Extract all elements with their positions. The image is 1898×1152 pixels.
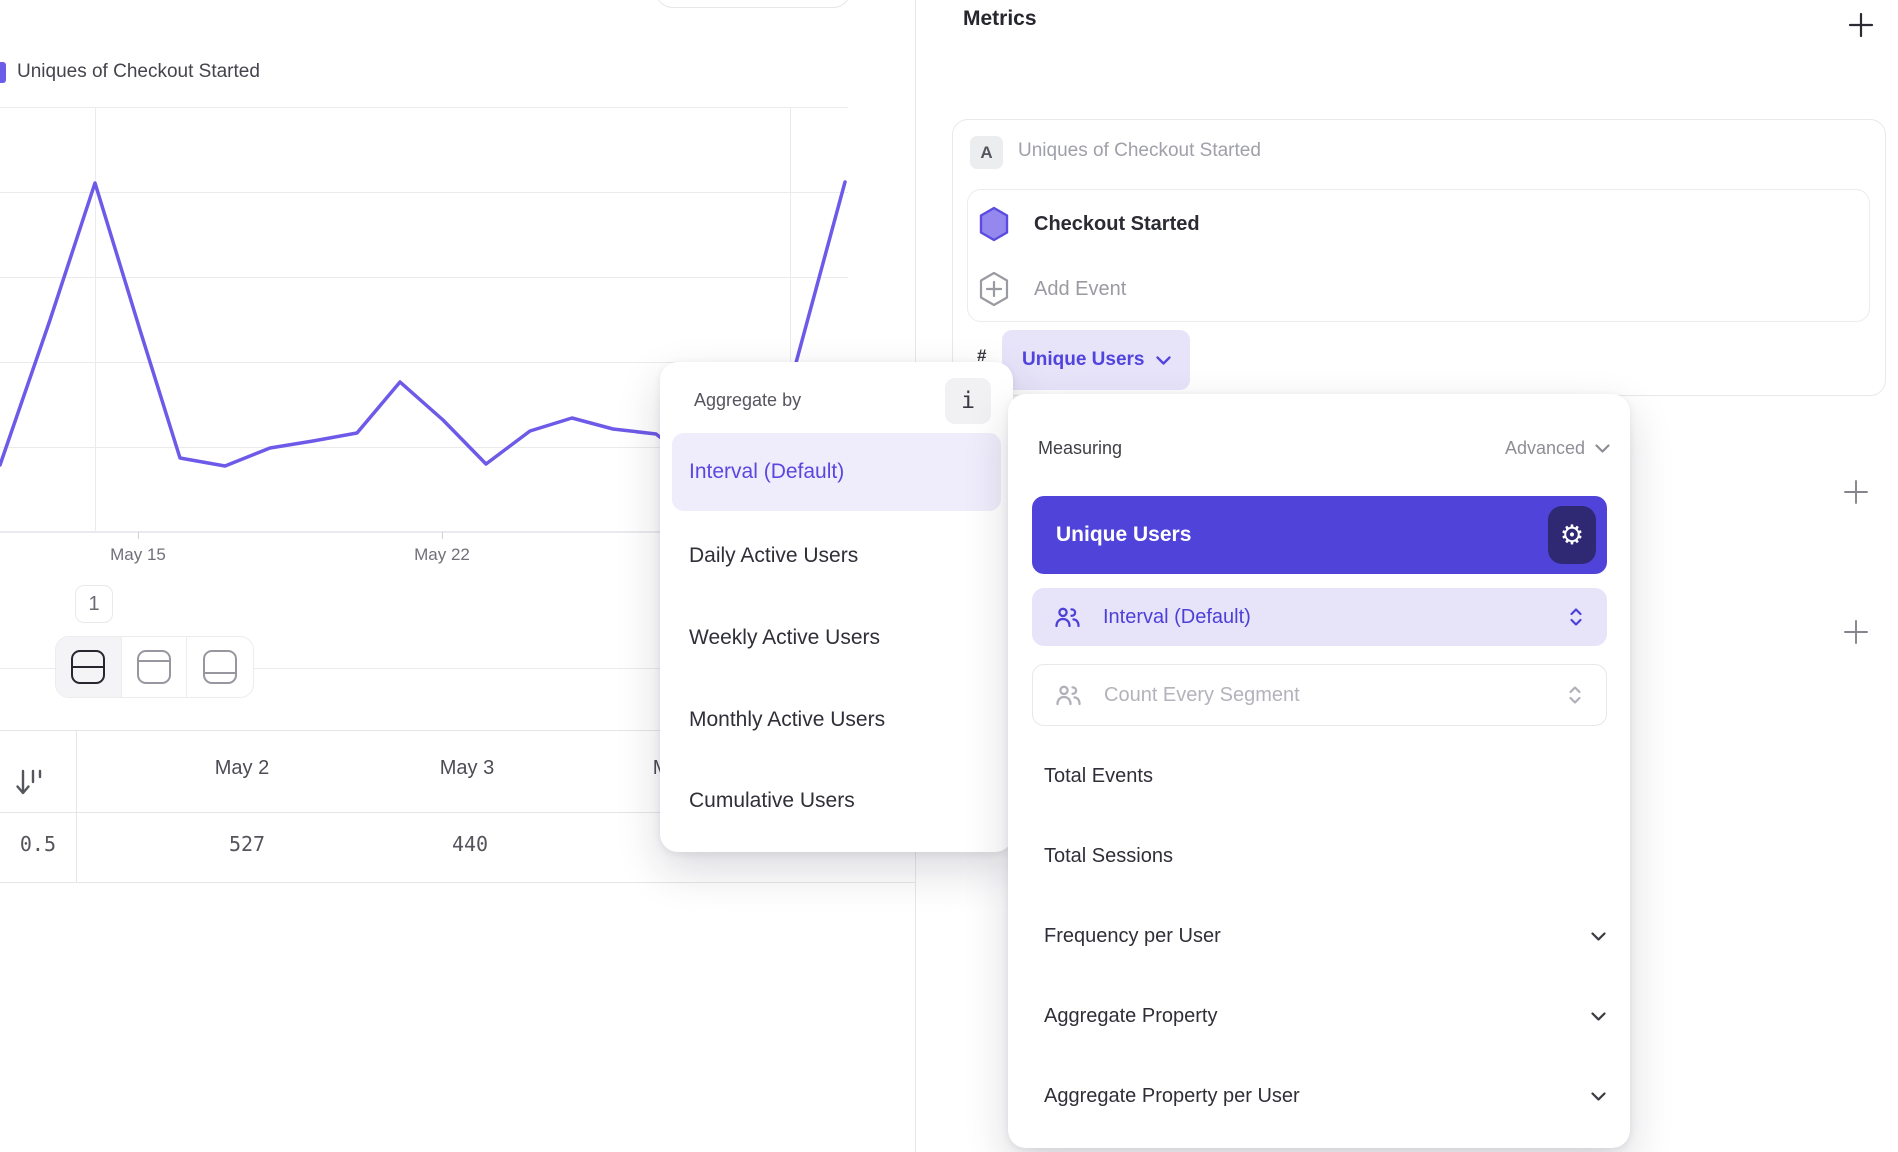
interval-selector-label: Interval (Default) xyxy=(1103,605,1251,628)
layout-top-panel-button[interactable] xyxy=(122,637,188,697)
add-event-icon xyxy=(979,271,1009,307)
add-breakdown-icon[interactable] xyxy=(1843,619,1869,645)
table-border-bottom xyxy=(0,882,915,883)
line-chart[interactable] xyxy=(0,107,848,533)
metric-name-input[interactable]: Uniques of Checkout Started xyxy=(1018,140,1261,161)
legend-series-label: Uniques of Checkout Started xyxy=(17,61,260,82)
chevron-down-icon xyxy=(1591,1011,1606,1021)
measure-option-label: Aggregate Property per User xyxy=(1044,1084,1300,1107)
chevron-down-icon xyxy=(1595,444,1610,453)
measurement-chip-label: Unique Users xyxy=(1022,349,1145,370)
chart-line-series xyxy=(0,180,847,533)
bottom-panel-icon xyxy=(203,650,238,684)
section-divider xyxy=(0,668,915,669)
legend-series-marker xyxy=(0,62,6,83)
add-metric-icon[interactable] xyxy=(1848,12,1874,38)
users-icon xyxy=(1056,685,1081,706)
advanced-toggle[interactable]: Advanced xyxy=(1460,438,1610,459)
event-hexagon-icon xyxy=(979,206,1009,242)
measure-option-label: Frequency per User xyxy=(1044,924,1221,947)
measure-option-total-events[interactable]: Total Events xyxy=(1044,754,1606,798)
chevron-down-icon xyxy=(1591,931,1606,941)
measure-option-frequency-per-user[interactable]: Frequency per User xyxy=(1044,914,1606,958)
table-column-divider xyxy=(76,730,77,882)
measure-option-aggregate-property[interactable]: Aggregate Property xyxy=(1044,994,1606,1038)
event-card xyxy=(967,189,1870,322)
chevron-down-icon xyxy=(1591,1091,1606,1101)
chevron-down-icon xyxy=(1156,355,1172,365)
menu-item-interval-default[interactable]: Interval (Default) xyxy=(672,433,1001,511)
panel-layout-toggle xyxy=(55,636,254,698)
gear-icon[interactable]: ⚙ xyxy=(1548,506,1596,564)
event-name[interactable]: Checkout Started xyxy=(1034,213,1200,235)
table-cell-value: 440 xyxy=(451,832,489,856)
table-header-cell[interactable]: May 2 xyxy=(214,757,270,779)
menu-item-daily-active-users[interactable]: Daily Active Users xyxy=(689,544,859,567)
metric-letter-badge: A xyxy=(970,136,1003,169)
page-number-badge[interactable]: 1 xyxy=(75,585,113,623)
x-axis-tick xyxy=(442,532,443,539)
top-panel-icon xyxy=(137,650,171,684)
measure-option-aggregate-property-per-user[interactable]: Aggregate Property per User xyxy=(1044,1074,1606,1118)
table-header-cell[interactable]: May 3 xyxy=(439,757,495,779)
sort-icon[interactable] xyxy=(14,768,44,800)
table-border-top xyxy=(0,730,915,731)
menu-item-monthly-active-users[interactable]: Monthly Active Users xyxy=(689,708,886,731)
x-axis-tick xyxy=(138,532,139,539)
advanced-label: Advanced xyxy=(1504,438,1585,458)
segment-count-label: Count Every Segment xyxy=(1104,683,1300,706)
metrics-panel-title: Metrics xyxy=(963,7,1037,30)
split-rows-icon xyxy=(71,650,106,684)
add-event-button[interactable]: Add Event xyxy=(1034,278,1127,300)
aggregate-by-title: Aggregate by xyxy=(694,390,802,410)
measure-unique-users-button[interactable]: Unique Users xyxy=(1032,496,1607,574)
layout-split-rows-button[interactable] xyxy=(56,637,122,697)
table-row-label: 0.5 xyxy=(19,832,56,856)
users-icon xyxy=(1055,607,1080,628)
measure-unique-users-label: Unique Users xyxy=(1056,523,1192,546)
interval-selector[interactable]: Interval (Default) xyxy=(1032,588,1607,646)
select-arrows-icon xyxy=(1570,608,1582,626)
measure-option-label: Total Events xyxy=(1044,764,1153,787)
table-cell-value: 527 xyxy=(228,832,266,856)
segment-count-selector[interactable]: Count Every Segment xyxy=(1032,664,1607,726)
layout-bottom-panel-button[interactable] xyxy=(187,637,253,697)
menu-item-weekly-active-users[interactable]: Weekly Active Users xyxy=(689,626,880,649)
add-filter-icon[interactable] xyxy=(1843,479,1869,505)
measurement-chip[interactable]: Unique Users xyxy=(1002,330,1190,390)
measure-option-label: Aggregate Property xyxy=(1044,1004,1218,1027)
measuring-title: Measuring xyxy=(1038,438,1123,458)
info-icon[interactable]: i xyxy=(945,378,991,424)
numeric-type-symbol: # xyxy=(977,346,987,365)
table-header-border xyxy=(0,812,915,813)
chart-gridlines xyxy=(0,107,848,533)
x-axis-label: May 22 xyxy=(414,545,470,564)
measure-option-label: Total Sessions xyxy=(1044,844,1173,867)
select-arrows-icon xyxy=(1569,686,1581,704)
measure-option-total-sessions[interactable]: Total Sessions xyxy=(1044,834,1606,878)
x-axis-label: May 15 xyxy=(110,545,166,564)
clipped-toolbar-pill[interactable] xyxy=(655,0,851,8)
menu-item-cumulative-users[interactable]: Cumulative Users xyxy=(689,789,855,812)
